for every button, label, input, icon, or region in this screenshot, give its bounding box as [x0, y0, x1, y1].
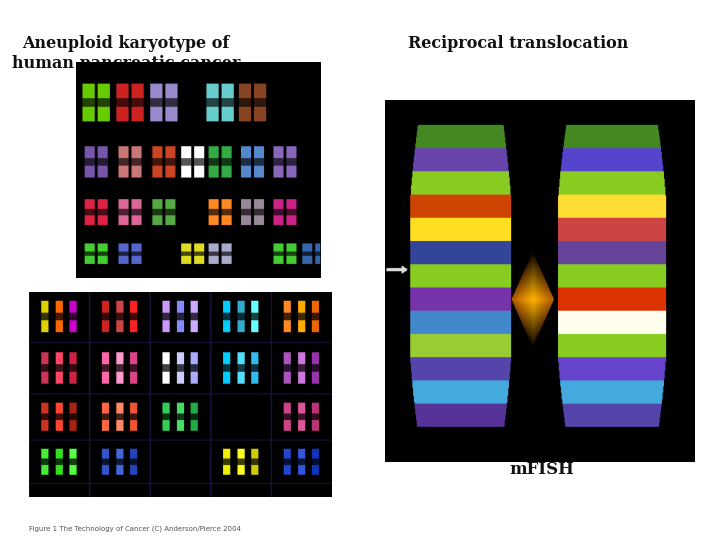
Text: Aneuploid karyotype of
human pancreatic cancer
cell: Aneuploid karyotype of human pancreatic …	[12, 35, 240, 91]
Text: Figure 1 The Technology of Cancer (C) Anderson/Pierce 2004: Figure 1 The Technology of Cancer (C) An…	[29, 525, 240, 532]
Text: Reciprocal translocation: Reciprocal translocation	[408, 35, 629, 52]
Text: mFISH: mFISH	[509, 461, 574, 478]
